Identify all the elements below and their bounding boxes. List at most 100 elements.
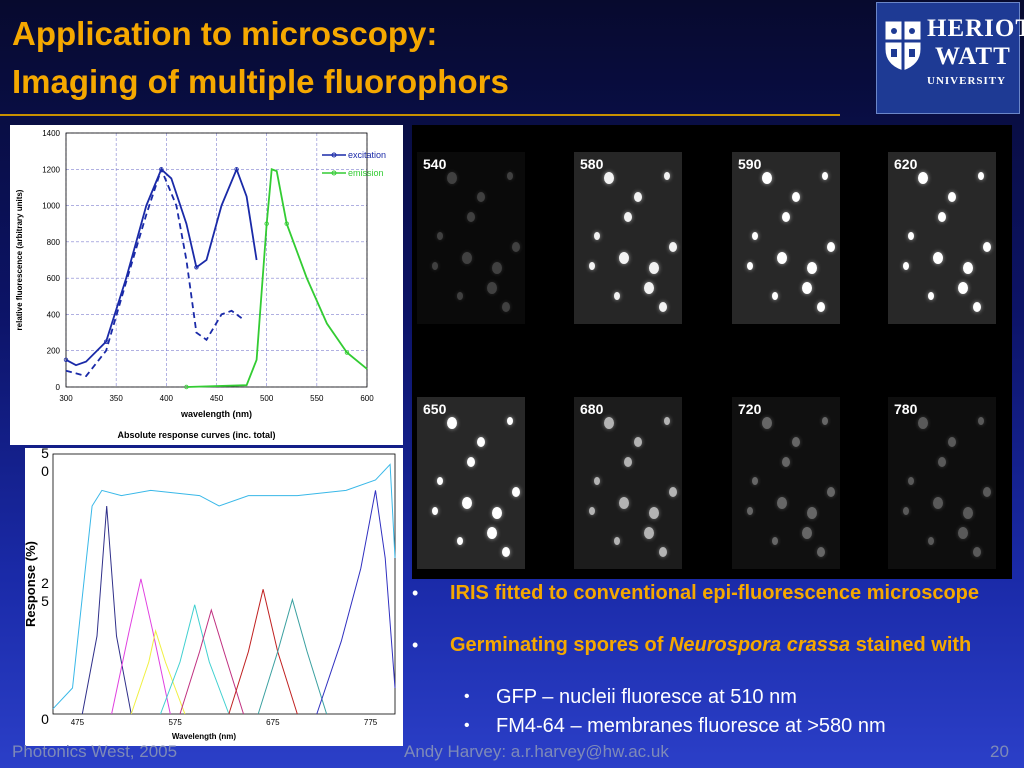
spore-blob [772,292,778,300]
data-point [194,265,199,270]
legend-marker [331,152,337,158]
y-tick-label: 2 [41,575,49,591]
spore-blob [634,437,642,447]
series-line [81,505,132,715]
spore-blob [512,242,520,252]
x-axis-label: Wavelength (nm) [172,732,236,741]
spore-blob [933,252,943,264]
series-line [186,168,368,388]
spore-blob [908,232,914,240]
x-tick-label: 675 [266,718,280,727]
spore-blob [614,292,620,300]
wavelength-label: 540 [423,156,447,172]
spore-blob [802,527,812,539]
x-tick-label: 575 [168,718,182,727]
spore-blob [918,417,928,429]
wavelength-label: 590 [738,156,762,172]
spore-blob [802,282,812,294]
figure-caption: Absolute response curves (inc. total) [117,430,275,440]
spore-blob [807,507,817,519]
spore-blob [762,172,772,184]
wavelength-label: 720 [738,401,762,417]
logo-text-line3: UNIVERSITY [927,75,1007,87]
footer-author: Andy Harvey: a.r.harvey@hw.ac.uk [404,742,669,761]
micrograph-tile: 620 [888,152,996,324]
x-tick-label: 400 [160,394,174,403]
x-axis-label: wavelength (nm) [180,409,252,419]
y-tick-label: 1400 [42,129,60,138]
spore-blob [983,487,991,497]
spore-blob [747,262,753,270]
y-tick-label: 5 [41,593,49,609]
spore-blob [963,507,973,519]
x-tick-label: 350 [109,394,123,403]
spore-blob [928,537,934,545]
series-line [316,490,396,715]
footer-page-number: 20 [990,742,1009,761]
spore-blob [604,172,614,184]
slide-title-line2: Imaging of multiple fluorophors [12,63,509,100]
logo-text-line2: WATT [935,43,1011,70]
spore-blob [908,477,914,485]
y-tick-label: 0 [41,463,49,479]
data-point [184,384,189,390]
spore-blob [938,457,946,467]
spore-blob [644,527,654,539]
series-line [160,604,230,715]
excitation-emission-figure: 300 350 400 450 500 550 600 0 200 400 600 800 1000 12… [10,125,403,445]
spore-blob [477,192,485,202]
x-tick-label: 475 [71,718,85,727]
x-tick-label: 300 [59,394,73,403]
bullet-text: GFP – nucleii fluoresce at 510 nm [496,686,797,708]
spore-blob [978,172,984,180]
wavelength-label: 780 [894,401,918,417]
series-line [65,166,258,367]
legend-marker [331,170,337,176]
y-tick-label: 800 [47,238,61,247]
title-divider [0,114,840,116]
spore-blob [462,497,472,509]
spore-blob [492,262,502,274]
spore-blob [792,192,800,202]
spore-blob [817,302,825,312]
wavelength-label: 650 [423,401,447,417]
spore-blob [958,527,968,539]
y-axis-label: Response (%) [25,541,38,627]
spore-blob [649,507,659,519]
x-tick-label: 775 [364,718,378,727]
spore-blob [624,457,632,467]
bullet-marker: • [464,717,470,734]
spore-blob [822,172,828,180]
spore-blob [973,302,981,312]
spore-blob [792,437,800,447]
spore-blob [619,497,629,509]
university-logo: HERIOT WATT UNIVERSITY [876,2,1024,114]
spore-blob [447,172,457,184]
spore-blob [649,262,659,274]
spore-blob [948,437,956,447]
spore-blob [782,212,790,222]
spore-blob [933,497,943,509]
spore-blob [983,242,991,252]
bullet-text-part2: stained with [850,634,972,656]
spore-blob [594,232,600,240]
spore-blob [664,417,670,425]
y-tick-label: 400 [47,310,61,319]
spore-blob [457,292,463,300]
bullet-text: FM4-64 – membranes fluoresce at >580 nm [496,715,886,737]
spore-blob [447,417,457,429]
spore-blob [512,487,520,497]
spore-blob [589,507,595,515]
spore-blob [659,547,667,557]
x-tick-label: 450 [210,394,224,403]
y-tick-label: 200 [47,347,61,356]
spore-blob [958,282,968,294]
spore-blob [777,497,787,509]
spore-blob [669,242,677,252]
spore-blob [822,417,828,425]
spore-blob [432,507,438,515]
footer-conference: Photonics West, 2005 [12,742,178,761]
series-line [228,589,298,715]
spore-blob [462,252,472,264]
bullet-marker: • [412,583,419,603]
